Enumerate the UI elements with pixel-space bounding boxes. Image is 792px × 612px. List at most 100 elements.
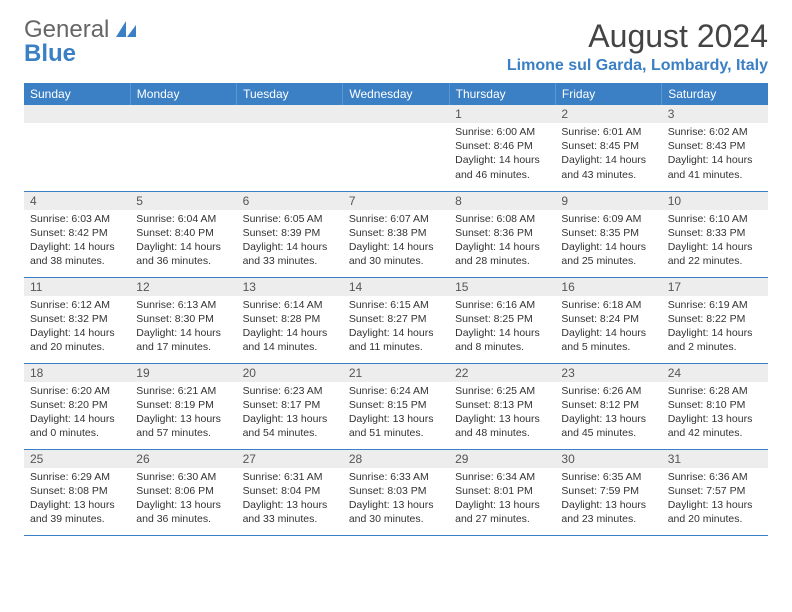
weekday-header-row: SundayMondayTuesdayWednesdayThursdayFrid… <box>24 83 768 105</box>
day-number: 7 <box>343 192 449 210</box>
day-number: 23 <box>555 364 661 382</box>
day-number: 29 <box>449 450 555 468</box>
day-details: Sunrise: 6:03 AMSunset: 8:42 PMDaylight:… <box>24 210 130 273</box>
day-details: Sunrise: 6:24 AMSunset: 8:15 PMDaylight:… <box>343 382 449 445</box>
calendar-day-cell: 27Sunrise: 6:31 AMSunset: 8:04 PMDayligh… <box>237 449 343 535</box>
day-details: Sunrise: 6:30 AMSunset: 8:06 PMDaylight:… <box>130 468 236 531</box>
day-details: Sunrise: 6:02 AMSunset: 8:43 PMDaylight:… <box>662 123 768 186</box>
day-number: 30 <box>555 450 661 468</box>
calendar-week-row: 25Sunrise: 6:29 AMSunset: 8:08 PMDayligh… <box>24 449 768 535</box>
day-details: Sunrise: 6:34 AMSunset: 8:01 PMDaylight:… <box>449 468 555 531</box>
calendar-day-cell: 9Sunrise: 6:09 AMSunset: 8:35 PMDaylight… <box>555 191 661 277</box>
calendar-day-cell: 15Sunrise: 6:16 AMSunset: 8:25 PMDayligh… <box>449 277 555 363</box>
day-number: 11 <box>24 278 130 296</box>
calendar-day-cell <box>237 105 343 191</box>
day-details: Sunrise: 6:01 AMSunset: 8:45 PMDaylight:… <box>555 123 661 186</box>
calendar-day-cell: 29Sunrise: 6:34 AMSunset: 8:01 PMDayligh… <box>449 449 555 535</box>
empty-day-number <box>237 105 343 123</box>
day-number: 31 <box>662 450 768 468</box>
calendar-day-cell <box>24 105 130 191</box>
day-number: 5 <box>130 192 236 210</box>
day-details: Sunrise: 6:33 AMSunset: 8:03 PMDaylight:… <box>343 468 449 531</box>
calendar-day-cell: 4Sunrise: 6:03 AMSunset: 8:42 PMDaylight… <box>24 191 130 277</box>
logo-text-general: General <box>24 16 109 43</box>
day-details: Sunrise: 6:35 AMSunset: 7:59 PMDaylight:… <box>555 468 661 531</box>
weekday-header: Thursday <box>449 83 555 105</box>
title-block: August 2024 Limone sul Garda, Lombardy, … <box>507 18 768 75</box>
calendar-week-row: 1Sunrise: 6:00 AMSunset: 8:46 PMDaylight… <box>24 105 768 191</box>
calendar-day-cell: 8Sunrise: 6:08 AMSunset: 8:36 PMDaylight… <box>449 191 555 277</box>
day-details: Sunrise: 6:26 AMSunset: 8:12 PMDaylight:… <box>555 382 661 445</box>
day-number: 12 <box>130 278 236 296</box>
logo-text-blue: Blue <box>24 40 76 67</box>
calendar-day-cell <box>343 105 449 191</box>
calendar-day-cell: 26Sunrise: 6:30 AMSunset: 8:06 PMDayligh… <box>130 449 236 535</box>
day-number: 20 <box>237 364 343 382</box>
calendar-week-row: 18Sunrise: 6:20 AMSunset: 8:20 PMDayligh… <box>24 363 768 449</box>
calendar-day-cell: 1Sunrise: 6:00 AMSunset: 8:46 PMDaylight… <box>449 105 555 191</box>
day-details: Sunrise: 6:28 AMSunset: 8:10 PMDaylight:… <box>662 382 768 445</box>
day-details: Sunrise: 6:18 AMSunset: 8:24 PMDaylight:… <box>555 296 661 359</box>
day-details: Sunrise: 6:16 AMSunset: 8:25 PMDaylight:… <box>449 296 555 359</box>
day-details: Sunrise: 6:00 AMSunset: 8:46 PMDaylight:… <box>449 123 555 186</box>
calendar-day-cell <box>130 105 236 191</box>
calendar-day-cell: 10Sunrise: 6:10 AMSunset: 8:33 PMDayligh… <box>662 191 768 277</box>
calendar-day-cell: 5Sunrise: 6:04 AMSunset: 8:40 PMDaylight… <box>130 191 236 277</box>
month-title: August 2024 <box>507 18 768 55</box>
day-number: 25 <box>24 450 130 468</box>
day-number: 16 <box>555 278 661 296</box>
calendar-body: 1Sunrise: 6:00 AMSunset: 8:46 PMDaylight… <box>24 105 768 535</box>
logo: General Blue <box>24 18 136 66</box>
day-number: 10 <box>662 192 768 210</box>
calendar-day-cell: 23Sunrise: 6:26 AMSunset: 8:12 PMDayligh… <box>555 363 661 449</box>
day-number: 1 <box>449 105 555 123</box>
weekday-header: Tuesday <box>237 83 343 105</box>
calendar-day-cell: 30Sunrise: 6:35 AMSunset: 7:59 PMDayligh… <box>555 449 661 535</box>
header: General Blue August 2024 Limone sul Gard… <box>24 18 768 75</box>
calendar-day-cell: 25Sunrise: 6:29 AMSunset: 8:08 PMDayligh… <box>24 449 130 535</box>
day-details: Sunrise: 6:19 AMSunset: 8:22 PMDaylight:… <box>662 296 768 359</box>
weekday-header: Saturday <box>662 83 768 105</box>
calendar-day-cell: 16Sunrise: 6:18 AMSunset: 8:24 PMDayligh… <box>555 277 661 363</box>
weekday-header: Wednesday <box>343 83 449 105</box>
calendar-day-cell: 3Sunrise: 6:02 AMSunset: 8:43 PMDaylight… <box>662 105 768 191</box>
day-details: Sunrise: 6:25 AMSunset: 8:13 PMDaylight:… <box>449 382 555 445</box>
calendar-day-cell: 24Sunrise: 6:28 AMSunset: 8:10 PMDayligh… <box>662 363 768 449</box>
calendar-week-row: 11Sunrise: 6:12 AMSunset: 8:32 PMDayligh… <box>24 277 768 363</box>
day-number: 21 <box>343 364 449 382</box>
day-number: 18 <box>24 364 130 382</box>
day-number: 6 <box>237 192 343 210</box>
weekday-header: Friday <box>555 83 661 105</box>
calendar-day-cell: 13Sunrise: 6:14 AMSunset: 8:28 PMDayligh… <box>237 277 343 363</box>
day-number: 26 <box>130 450 236 468</box>
location: Limone sul Garda, Lombardy, Italy <box>507 57 768 75</box>
calendar-day-cell: 20Sunrise: 6:23 AMSunset: 8:17 PMDayligh… <box>237 363 343 449</box>
day-details: Sunrise: 6:23 AMSunset: 8:17 PMDaylight:… <box>237 382 343 445</box>
calendar-day-cell: 18Sunrise: 6:20 AMSunset: 8:20 PMDayligh… <box>24 363 130 449</box>
calendar-day-cell: 7Sunrise: 6:07 AMSunset: 8:38 PMDaylight… <box>343 191 449 277</box>
calendar-day-cell: 12Sunrise: 6:13 AMSunset: 8:30 PMDayligh… <box>130 277 236 363</box>
day-details: Sunrise: 6:29 AMSunset: 8:08 PMDaylight:… <box>24 468 130 531</box>
day-details: Sunrise: 6:14 AMSunset: 8:28 PMDaylight:… <box>237 296 343 359</box>
day-number: 28 <box>343 450 449 468</box>
calendar-day-cell: 28Sunrise: 6:33 AMSunset: 8:03 PMDayligh… <box>343 449 449 535</box>
calendar-day-cell: 6Sunrise: 6:05 AMSunset: 8:39 PMDaylight… <box>237 191 343 277</box>
day-details: Sunrise: 6:09 AMSunset: 8:35 PMDaylight:… <box>555 210 661 273</box>
calendar-day-cell: 2Sunrise: 6:01 AMSunset: 8:45 PMDaylight… <box>555 105 661 191</box>
day-details: Sunrise: 6:31 AMSunset: 8:04 PMDaylight:… <box>237 468 343 531</box>
calendar-week-row: 4Sunrise: 6:03 AMSunset: 8:42 PMDaylight… <box>24 191 768 277</box>
day-number: 8 <box>449 192 555 210</box>
calendar-day-cell: 19Sunrise: 6:21 AMSunset: 8:19 PMDayligh… <box>130 363 236 449</box>
day-number: 15 <box>449 278 555 296</box>
weekday-header: Monday <box>130 83 236 105</box>
day-details: Sunrise: 6:10 AMSunset: 8:33 PMDaylight:… <box>662 210 768 273</box>
day-details: Sunrise: 6:21 AMSunset: 8:19 PMDaylight:… <box>130 382 236 445</box>
weekday-header: Sunday <box>24 83 130 105</box>
day-details: Sunrise: 6:36 AMSunset: 7:57 PMDaylight:… <box>662 468 768 531</box>
day-number: 17 <box>662 278 768 296</box>
day-number: 14 <box>343 278 449 296</box>
calendar-day-cell: 14Sunrise: 6:15 AMSunset: 8:27 PMDayligh… <box>343 277 449 363</box>
day-details: Sunrise: 6:04 AMSunset: 8:40 PMDaylight:… <box>130 210 236 273</box>
day-details: Sunrise: 6:05 AMSunset: 8:39 PMDaylight:… <box>237 210 343 273</box>
day-number: 22 <box>449 364 555 382</box>
